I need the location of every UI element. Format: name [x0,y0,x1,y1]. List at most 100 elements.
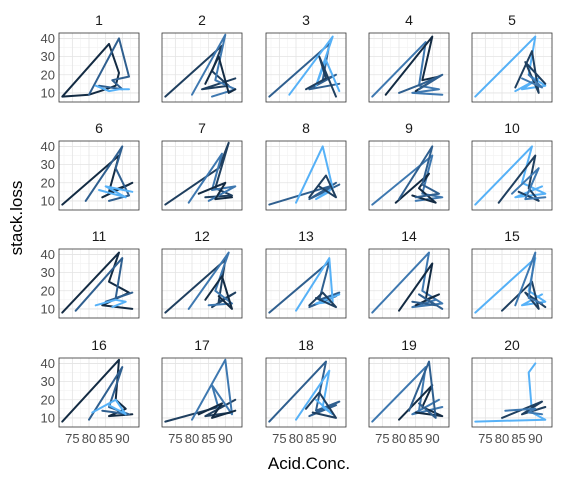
series-line [474,145,547,206]
facet-strip-label: 6 [95,120,103,136]
panel-20: 20 75 80 85 90 [471,337,553,446]
panel-border [368,357,450,428]
facet-strip-label: 19 [401,337,417,353]
series-line [305,391,337,419]
x-tick-label: 85 [511,431,525,446]
facet-strip-label: 16 [91,337,107,353]
y-tick-label: 20 [41,392,55,407]
panel-background [59,141,139,210]
series-line [511,167,547,201]
panel-border [58,357,140,428]
series-line [308,291,337,309]
facet-strip-label: 15 [504,228,520,244]
x-tick-label: 75 [272,431,286,446]
x-tick-label: 90 [322,431,336,446]
facet-strip-label: 1 [95,12,103,28]
x-tick-label: 75 [375,431,389,446]
y-tick-label: 10 [41,193,55,208]
series-line [98,185,134,199]
panel-background [472,141,552,210]
panel-background [472,33,552,102]
x-tick-label: 85 [98,431,112,446]
facet-panels: 1 10 20 30 40 2 3 4 5 6 10 20 30 40 7 8 9 10 11 10 20 30 40 12 1… [41,12,553,446]
panel-9: 9 [368,120,450,211]
panel-border [58,248,140,319]
series-line [197,181,233,201]
panel-6: 6 10 20 30 40 [41,120,140,211]
panel-border [161,248,243,319]
y-tick-label: 30 [41,49,55,64]
y-tick-label: 10 [41,410,55,425]
series-line [164,44,237,98]
series-line [474,35,547,98]
series-line [288,35,341,96]
series-line [268,181,341,206]
series-line [94,298,127,309]
panel-border [161,140,243,211]
panel-border [471,248,553,319]
series-line [521,73,543,89]
panel-16: 16 10 20 30 40 75 80 85 90 [41,337,140,446]
y-tick-label: 40 [41,356,55,371]
x-tick-label: 80 [495,431,509,446]
x-tick-label: 80 [82,431,96,446]
x-axis-title: Acid.Conc. [268,454,350,473]
panel-13: 13 [265,228,347,319]
series-line [371,41,444,98]
panel-border [58,32,140,103]
series-line [187,152,237,204]
facet-strip-label: 4 [405,12,413,28]
panel-background [59,358,139,427]
panel-18: 18 75 80 85 90 [265,337,347,446]
x-tick-label: 90 [218,431,232,446]
y-tick-label: 30 [41,374,55,389]
facet-strip-label: 8 [302,120,310,136]
y-tick-label: 30 [41,265,55,280]
panel-border [368,32,450,103]
panel-17: 17 75 80 85 90 [161,337,243,446]
y-tick-label: 40 [41,31,55,46]
series-line [514,251,543,307]
series-line [305,55,337,98]
facet-strip-label: 11 [92,228,107,244]
y-tick-label: 40 [41,247,55,262]
series-line [61,358,134,423]
x-tick-label: 80 [392,431,406,446]
panel-background [369,33,449,102]
x-tick-label: 85 [305,431,319,446]
panel-background [369,249,449,318]
x-tick-label: 90 [528,431,542,446]
facet-strip-label: 10 [504,120,520,136]
series-line [74,257,134,312]
series-line [411,293,444,310]
series-line [187,251,233,310]
panel-border [265,248,347,319]
x-tick-label: 90 [425,431,439,446]
y-tick-label: 20 [41,283,55,298]
x-tick-label: 90 [115,431,129,446]
facet-strip-label: 7 [198,120,206,136]
panel-15: 15 [471,228,553,319]
panel-border [265,357,347,428]
x-tick-label: 85 [408,431,422,446]
panel-border [471,140,553,211]
facet-strip-label: 12 [194,228,210,244]
series-line [268,260,341,314]
panel-border [368,140,450,211]
panel-background [369,358,449,427]
y-tick-label: 40 [41,139,55,154]
series-line [398,73,444,94]
x-tick-label: 75 [65,431,79,446]
panel-7: 7 [161,120,243,211]
series-line [308,174,337,199]
series-line [204,275,233,310]
facet-strip-label: 3 [302,12,310,28]
series-line [61,251,134,314]
series-line [474,257,547,314]
y-tick-label: 10 [41,85,55,100]
series-line [94,84,130,93]
panel-border [265,32,347,103]
panel-border [368,248,450,319]
panel-background [266,249,346,318]
